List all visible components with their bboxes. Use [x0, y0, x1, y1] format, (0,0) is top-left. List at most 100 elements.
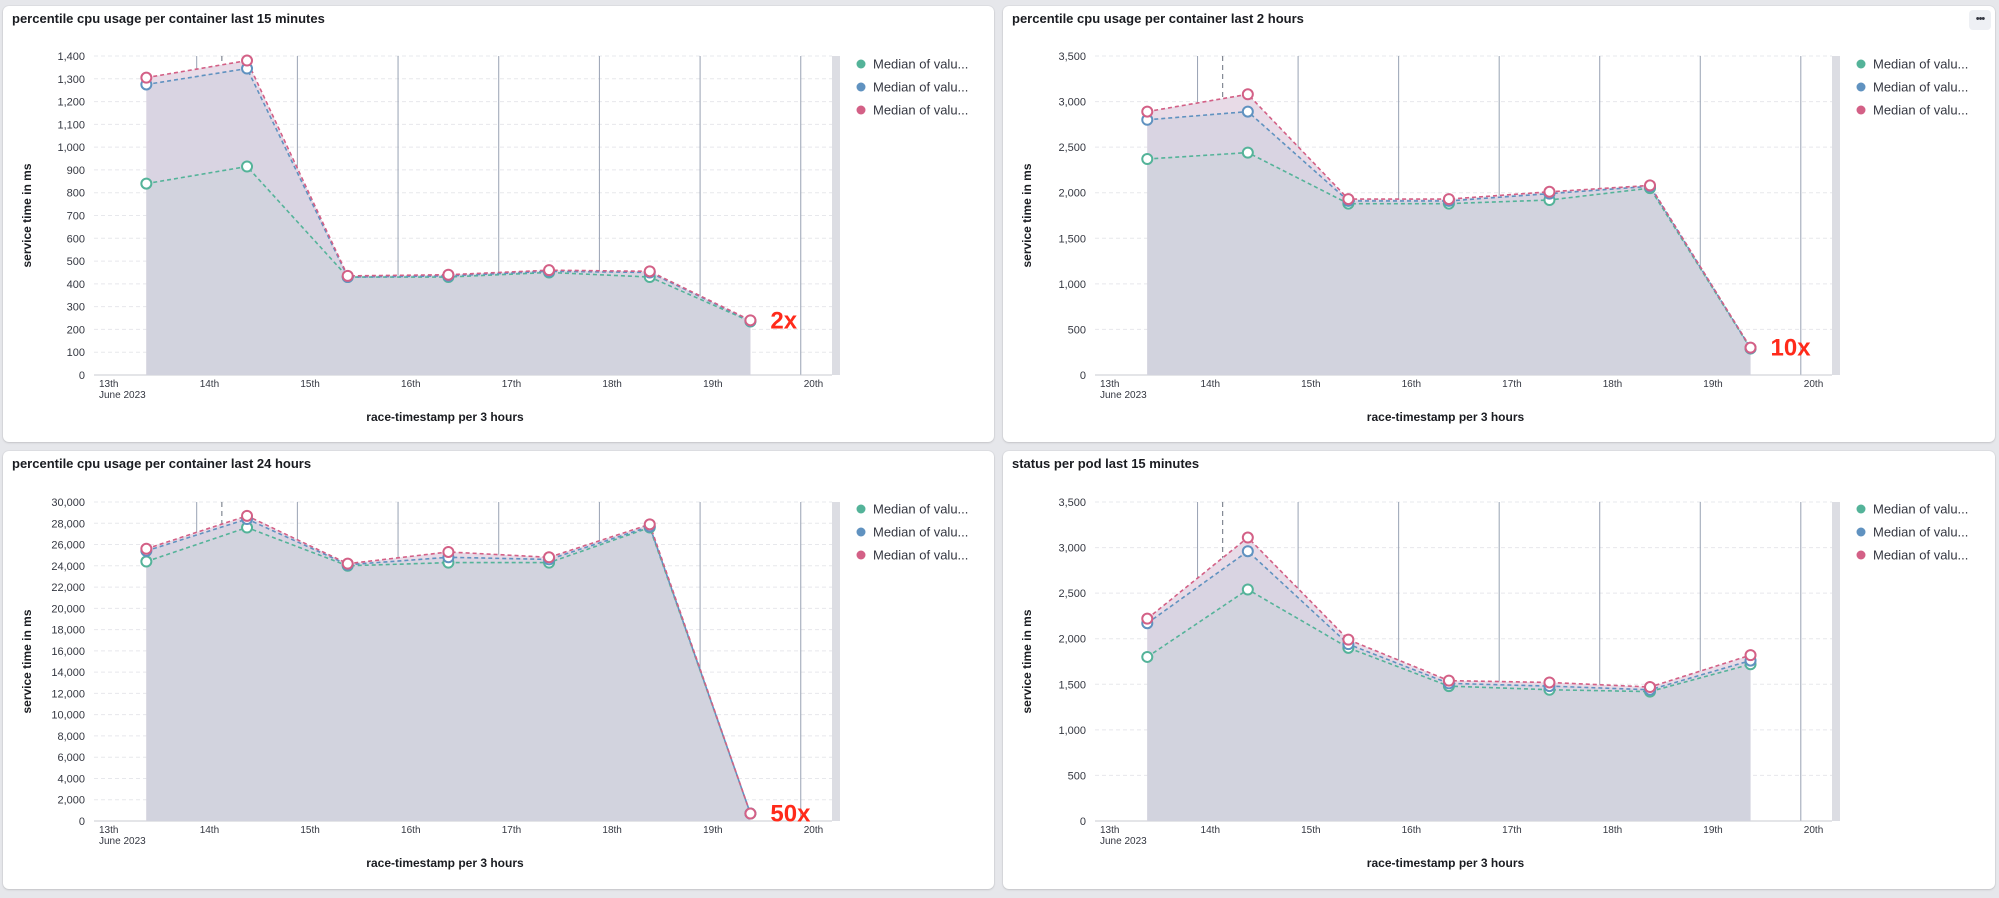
x-tick-label: 13th — [1100, 379, 1119, 390]
data-point[interactable] — [543, 551, 556, 564]
x-tick-label: 18th — [1603, 825, 1622, 836]
data-point[interactable] — [1241, 105, 1254, 118]
data-point[interactable] — [744, 807, 757, 820]
x-axis-title: race-timestamp per 3 hours — [366, 410, 524, 424]
x-tick-sublabel: June 2023 — [99, 836, 146, 847]
data-point[interactable] — [442, 268, 455, 281]
x-tick-label: 15th — [300, 825, 319, 836]
y-tick-label: 4,000 — [57, 773, 85, 785]
data-point[interactable] — [1241, 146, 1254, 159]
data-point[interactable] — [1744, 341, 1757, 354]
y-tick-label: 6,000 — [57, 752, 85, 764]
y-tick-label: 3,000 — [1058, 543, 1086, 555]
data-point[interactable] — [140, 177, 153, 190]
ellipsis-icon[interactable]: ••• — [1969, 10, 1991, 30]
x-tick-label: 20th — [804, 379, 823, 390]
y-tick-label: 900 — [67, 165, 85, 177]
data-point[interactable] — [1141, 152, 1154, 165]
data-point[interactable] — [140, 542, 153, 555]
y-tick-label: 3,000 — [1058, 97, 1086, 109]
data-point[interactable] — [442, 545, 455, 558]
data-point[interactable] — [643, 518, 656, 531]
y-tick-label: 30,000 — [51, 497, 85, 509]
data-point[interactable] — [341, 269, 354, 282]
data-point[interactable] — [1241, 531, 1254, 544]
data-point[interactable] — [1241, 545, 1254, 558]
x-tick-label: 14th — [200, 825, 219, 836]
legend-swatch — [1856, 59, 1866, 69]
data-point[interactable] — [1342, 193, 1355, 206]
y-tick-label: 1,200 — [57, 97, 85, 109]
data-point[interactable] — [1744, 649, 1757, 662]
data-point[interactable] — [241, 160, 254, 173]
y-tick-label: 2,500 — [1058, 142, 1086, 154]
data-point[interactable] — [341, 557, 354, 570]
data-point[interactable] — [1543, 676, 1556, 689]
x-tick-label: 14th — [200, 379, 219, 390]
data-point[interactable] — [1141, 612, 1154, 625]
data-point[interactable] — [1241, 583, 1254, 596]
data-point[interactable] — [1141, 105, 1154, 118]
legend-item[interactable]: Median of valu... — [1873, 525, 1968, 540]
x-tick-label: 20th — [804, 825, 823, 836]
legend-item[interactable]: Median of valu... — [873, 525, 968, 540]
data-point[interactable] — [643, 265, 656, 278]
legend-item[interactable]: Median of valu... — [1873, 548, 1968, 563]
legend-item[interactable]: Median of valu... — [1873, 80, 1968, 95]
data-point[interactable] — [140, 555, 153, 568]
y-tick-label: 1,400 — [57, 51, 85, 63]
data-point[interactable] — [241, 509, 254, 522]
y-tick-label: 1,000 — [57, 142, 85, 154]
y-tick-label: 2,000 — [57, 795, 85, 807]
chart-panel: status per pod last 15 minutes 0 500 1,000… — [1003, 451, 1995, 889]
series-area-lower — [146, 166, 751, 375]
data-point[interactable] — [140, 71, 153, 84]
chart-panel: percentile cpu usage per container last … — [3, 6, 994, 442]
data-point[interactable] — [1543, 185, 1556, 198]
y-axis-title: service time in ms — [1020, 609, 1034, 713]
data-point[interactable] — [744, 314, 757, 327]
plot-edge-band — [832, 502, 840, 821]
data-point[interactable] — [1342, 633, 1355, 646]
y-tick-label: 0 — [1080, 816, 1086, 828]
x-tick-label: 19th — [703, 825, 722, 836]
data-point[interactable] — [241, 54, 254, 67]
chart-panel: percentile cpu usage per container last … — [1003, 6, 1995, 442]
series-area-lower — [146, 527, 751, 821]
chart-canvas[interactable]: 0 500 1,000 1,500 2,000 2,500 3,000 3,500 13thJu… — [1003, 6, 1995, 442]
legend-item[interactable]: Median of valu... — [873, 502, 968, 517]
x-tick-label: 14th — [1201, 825, 1220, 836]
data-point[interactable] — [1643, 179, 1656, 192]
legend-item[interactable]: Median of valu... — [873, 57, 968, 72]
legend-item[interactable]: Median of valu... — [873, 103, 968, 118]
plot-edge-band — [1832, 56, 1840, 375]
scale-annotation: 50x — [770, 801, 811, 828]
x-tick-sublabel: June 2023 — [1100, 836, 1147, 847]
y-tick-label: 8,000 — [57, 731, 85, 743]
chart-canvas[interactable]: 0 2,000 4,000 6,000 8,000 10,000 12,000 14,000 1… — [3, 451, 994, 889]
legend-item[interactable]: Median of valu... — [873, 80, 968, 95]
legend-item[interactable]: Median of valu... — [1873, 103, 1968, 118]
data-point[interactable] — [1241, 88, 1254, 101]
y-tick-label: 300 — [67, 302, 85, 314]
data-point[interactable] — [1643, 681, 1656, 694]
legend-item[interactable]: Median of valu... — [1873, 57, 1968, 72]
data-point[interactable] — [1442, 674, 1455, 687]
chart-canvas[interactable]: 0 500 1,000 1,500 2,000 2,500 3,000 3,500 13thJu… — [1003, 451, 1995, 889]
x-tick-label: 14th — [1201, 379, 1220, 390]
y-axis-title: service time in ms — [1020, 163, 1034, 267]
legend-swatch — [1856, 82, 1866, 92]
data-point[interactable] — [1141, 650, 1154, 663]
x-axis-title: race-timestamp per 3 hours — [366, 856, 524, 870]
y-tick-label: 600 — [67, 233, 85, 245]
data-point[interactable] — [1442, 193, 1455, 206]
legend-swatch — [1856, 550, 1866, 560]
legend-item[interactable]: Median of valu... — [1873, 502, 1968, 517]
legend-item[interactable]: Median of valu... — [873, 548, 968, 563]
y-tick-label: 26,000 — [51, 540, 85, 552]
x-tick-label: 15th — [1301, 379, 1320, 390]
chart-canvas[interactable]: 0 100 200 300 400 500 600 700 800 900 1,000 1,100 1,… — [3, 6, 994, 442]
data-point[interactable] — [543, 264, 556, 277]
y-tick-label: 18,000 — [51, 625, 85, 637]
series-area-lower — [1147, 152, 1751, 375]
